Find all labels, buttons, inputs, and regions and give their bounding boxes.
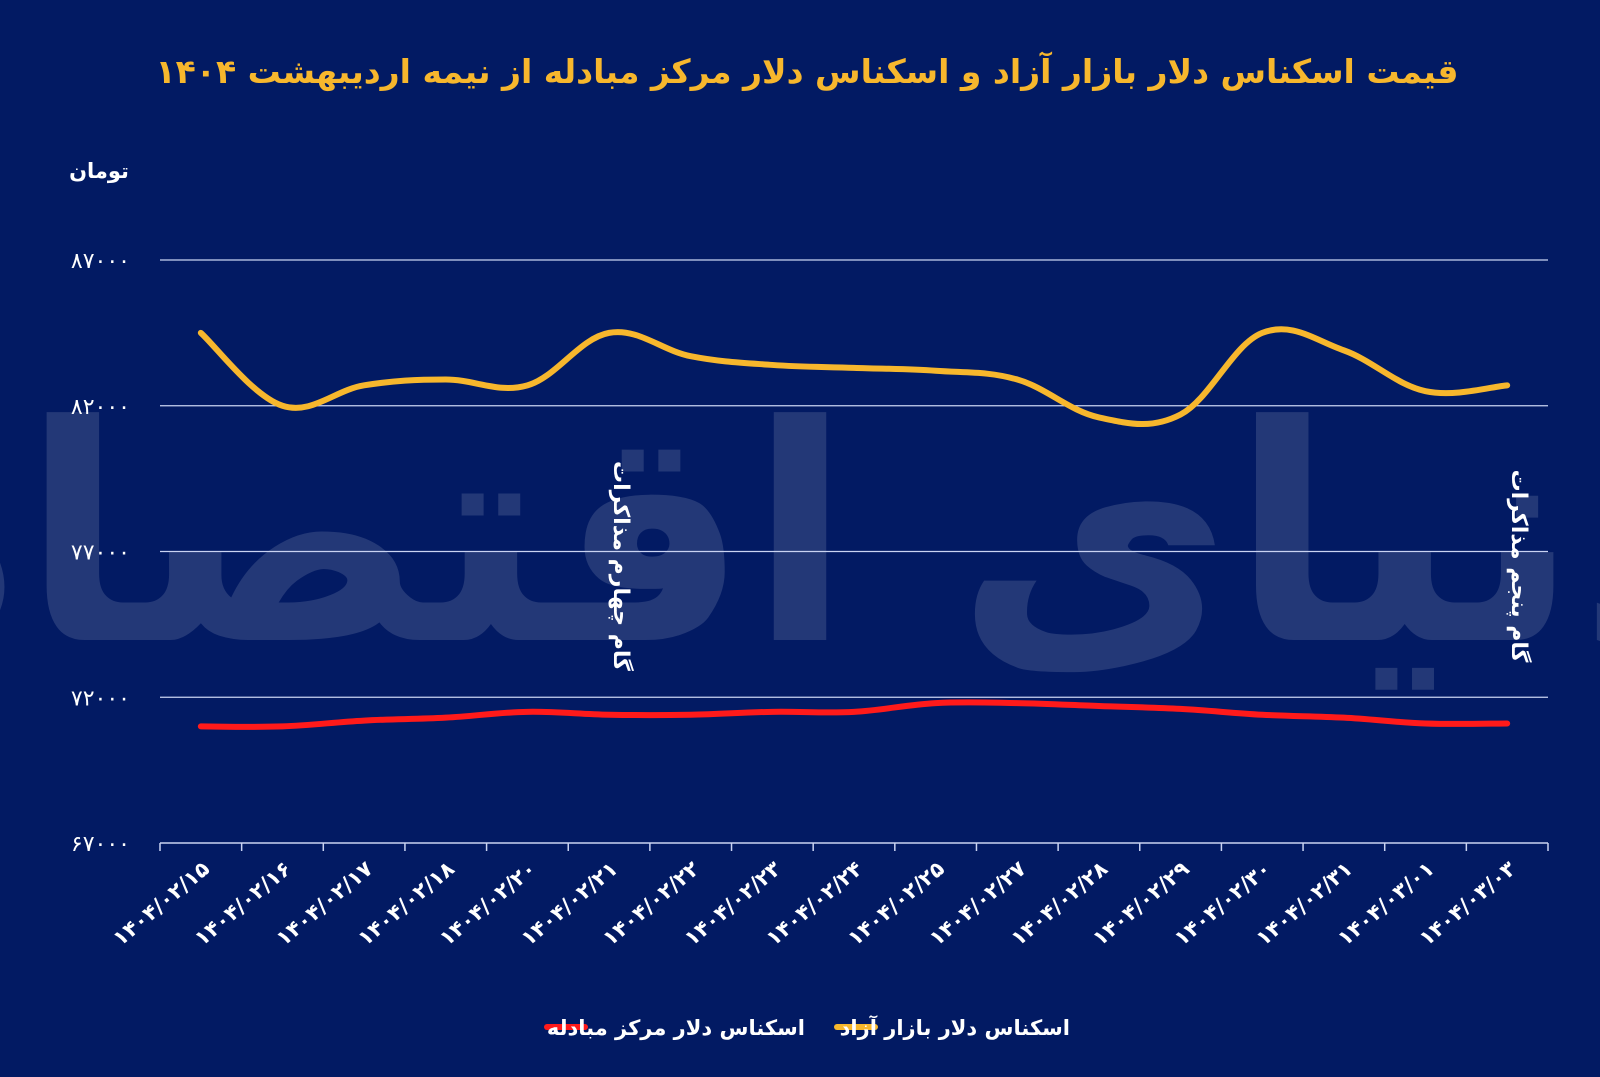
- watermark: دنیای اقتصاد: [0, 362, 1600, 711]
- y-axis-ticks: ۸۷۰۰۰ ۸۲۰۰۰ ۷۷۰۰۰ ۷۲۰۰۰ ۶۷۰۰۰: [71, 249, 130, 857]
- watermark-text: دنیای اقتصاد: [0, 362, 1600, 711]
- y-tick-label: ۶۷۰۰۰: [71, 832, 130, 857]
- gridlines: [160, 259, 1548, 698]
- x-axis: [159, 842, 1549, 851]
- legend-label-1: اسکناس دلار بازار آزاد: [840, 1015, 1070, 1040]
- y-tick-label: ۷۷۰۰۰: [71, 541, 130, 566]
- y-tick-label: ۷۲۰۰۰: [71, 686, 130, 711]
- series-line-2: [197, 699, 1511, 730]
- y-tick-label: ۸۷۰۰۰: [71, 249, 130, 274]
- chart-title: قیمت اسکناس دلار بازار آزاد و اسکناس دلا…: [156, 51, 1459, 92]
- series-lines: [197, 326, 1511, 730]
- y-tick-label: ۸۲۰۰۰: [71, 395, 130, 420]
- legend-label-2: اسکناس دلار مرکز مبادله: [547, 1016, 805, 1040]
- y-axis-unit-label: تومان: [69, 159, 129, 183]
- x-axis-ticks: ۱۴۰۴/۰۲/۱۵۱۴۰۴/۰۲/۱۶۱۴۰۴/۰۲/۱۷۱۴۰۴/۰۲/۱۸…: [108, 856, 1520, 950]
- legend: اسکناس دلار بازار آزاد اسکناس دلار مرکز م…: [544, 1015, 1070, 1040]
- series-line-1: [197, 326, 1511, 428]
- annotations: گام چهارم مذاکرات گام پنجم مذاکرات: [608, 461, 1533, 671]
- annotation-label: گام چهارم مذاکرات: [608, 461, 635, 671]
- annotation-label: گام پنجم مذاکرات: [1506, 470, 1533, 663]
